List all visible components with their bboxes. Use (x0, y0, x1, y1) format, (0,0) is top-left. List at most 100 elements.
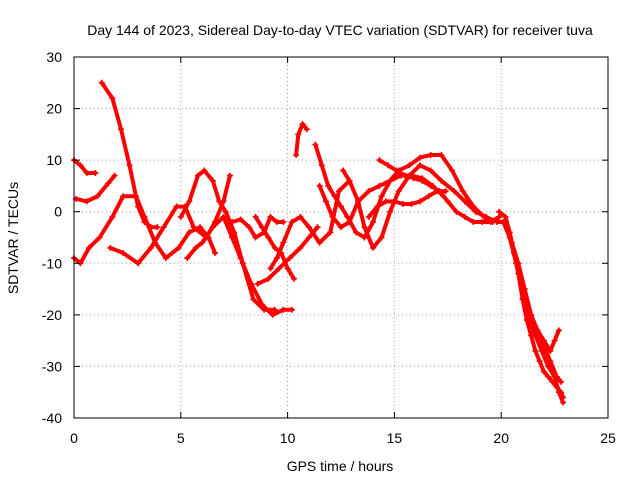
y-tick-label: -30 (42, 358, 62, 374)
data-point (288, 219, 295, 226)
data-point (132, 193, 139, 200)
data-point (154, 224, 161, 231)
data-point (271, 306, 278, 313)
data-point (299, 121, 306, 128)
data-point (316, 239, 323, 246)
data-series-track-5 (107, 172, 233, 267)
data-point (335, 188, 342, 195)
data-trace (294, 122, 309, 157)
data-point (305, 224, 312, 231)
data-point (344, 213, 351, 220)
y-tick-label: 10 (46, 152, 62, 168)
data-point (254, 280, 261, 287)
data-point (534, 327, 541, 334)
data-point (316, 182, 323, 189)
y-tick-label: -40 (42, 410, 62, 426)
data-point (376, 182, 383, 189)
data-point (303, 126, 310, 133)
data-point (184, 255, 191, 262)
data-point (536, 358, 543, 365)
data-point (355, 198, 362, 205)
data-point (487, 219, 494, 226)
data-point (399, 200, 406, 207)
data-point (461, 198, 468, 205)
data-point (239, 260, 246, 267)
data-point (269, 311, 276, 318)
data-point (177, 213, 184, 220)
data-point (147, 244, 154, 251)
data-point (280, 306, 287, 313)
data-point (496, 208, 503, 215)
data-point (438, 177, 445, 184)
data-point (135, 260, 142, 267)
data-point (472, 208, 479, 215)
data-point (419, 177, 426, 184)
data-point (280, 239, 287, 246)
data-trace (268, 178, 352, 271)
data-point (502, 213, 509, 220)
data-point (444, 198, 451, 205)
y-tick-label: -10 (42, 255, 62, 271)
data-point (402, 172, 409, 179)
data-point (261, 229, 268, 236)
data-point (449, 167, 456, 174)
data-point (222, 208, 229, 215)
data-point (496, 213, 503, 220)
data-point (558, 378, 565, 385)
data-point (284, 265, 291, 272)
data-point (547, 347, 554, 354)
data-point (293, 151, 300, 158)
data-series-track-17 (376, 157, 503, 226)
data-trace (72, 158, 98, 175)
data-point (338, 224, 344, 231)
data-point (109, 95, 116, 102)
data-point (261, 306, 268, 313)
data-point (391, 198, 398, 205)
data-point (126, 162, 133, 169)
data-point (265, 275, 272, 282)
data-point (280, 219, 287, 226)
data-point (297, 213, 304, 220)
data-point (265, 234, 272, 241)
data-point (538, 347, 545, 354)
data-point (186, 198, 193, 205)
data-point (370, 219, 377, 226)
data-point (506, 234, 513, 241)
data-point (192, 244, 199, 251)
x-tick-label: 15 (387, 430, 403, 446)
data-point (500, 219, 507, 226)
data-point (117, 126, 124, 133)
plot-frame (73, 56, 609, 419)
data-point (211, 249, 218, 256)
data-point (410, 175, 417, 182)
data-point (378, 193, 385, 200)
data-point (427, 167, 434, 174)
y-tick-label: 30 (46, 49, 62, 65)
data-point (250, 296, 257, 303)
data-point (94, 193, 101, 200)
data-point (451, 188, 458, 195)
data-point (555, 389, 562, 396)
data-point (461, 213, 468, 220)
data-point (551, 337, 558, 344)
data-series-track-16 (365, 188, 449, 220)
data-point (141, 213, 148, 220)
data-point (483, 213, 490, 220)
data-point (532, 332, 539, 339)
y-axis-label: SDTVAR / TECUs (5, 182, 21, 294)
data-point (417, 162, 424, 169)
data-point (545, 373, 552, 380)
data-point (417, 154, 424, 161)
data-point (346, 219, 353, 226)
x-tick-label: 10 (280, 430, 296, 446)
x-axis-label: GPS time / hours (287, 458, 394, 474)
data-point (436, 188, 443, 195)
data-point (553, 373, 560, 380)
tick-label-layer: 0 5 10 15 20 25 -40 -30 -20 -10 0 10 20 30 (42, 49, 616, 446)
data-point (346, 177, 353, 184)
data-series-track-3 (73, 172, 118, 205)
y-tick-label: -20 (42, 307, 62, 323)
data-point (288, 306, 295, 313)
data-point (318, 162, 325, 169)
data-trace (366, 189, 448, 219)
